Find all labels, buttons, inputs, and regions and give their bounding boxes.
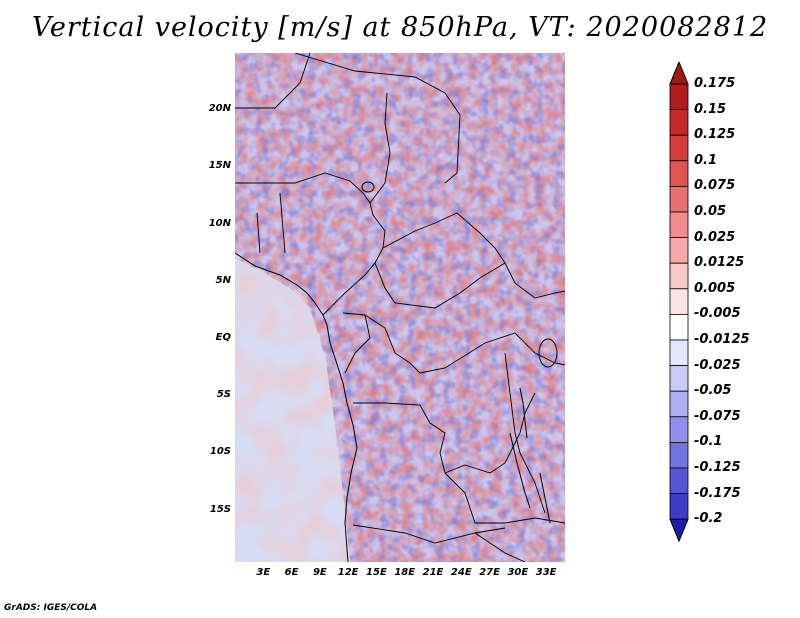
colorbar-label: -0.075 <box>694 408 741 424</box>
lon-label: 18E <box>394 567 416 578</box>
colorbar-label: -0.2 <box>694 511 723 527</box>
colorbar-bottom-arrow <box>669 518 689 543</box>
colorbar-swatch <box>669 441 689 469</box>
colorbar-swatch <box>669 390 689 418</box>
lon-label: 3E <box>256 567 271 578</box>
colorbar-label: -0.0125 <box>694 332 750 347</box>
colorbar-swatch <box>669 109 689 136</box>
colorbar-swatch <box>669 467 689 495</box>
colorbar-swatch <box>669 493 689 520</box>
lon-label: 21E <box>422 567 444 578</box>
lon-label: 30E <box>507 567 529 578</box>
lakes <box>361 181 558 524</box>
colorbar-swatch <box>669 186 689 213</box>
lon-label: 9E <box>312 567 327 578</box>
colorbar-label: 0.0125 <box>694 255 745 271</box>
ocean-field-noise <box>235 258 350 562</box>
colorbar-top-arrow <box>669 62 689 85</box>
colorbar-label: 0.125 <box>694 127 736 143</box>
vertical-velocity-map[interactable] <box>235 53 565 562</box>
country-borders <box>235 53 565 562</box>
colorbar-swatch <box>669 160 689 187</box>
colorbar-swatch <box>669 134 689 162</box>
colorbar-label: 0.15 <box>694 101 727 117</box>
colorbar-swatch <box>669 288 689 315</box>
lon-label: 24E <box>450 567 472 578</box>
lat-label: EQ <box>215 331 231 343</box>
colorbar-label: -0.005 <box>694 306 741 322</box>
colorbar-swatch <box>669 365 689 392</box>
colorbar-swatch <box>669 313 689 341</box>
lat-label: 10S <box>209 446 231 458</box>
colorbar-swatch <box>669 416 689 443</box>
lat-label: 15N <box>208 160 231 172</box>
colorbar-label: 0.005 <box>694 280 736 296</box>
grads-credit: GrADS: IGES/COLA <box>4 603 98 613</box>
lon-label: 6E <box>284 567 299 578</box>
lat-label: 5N <box>215 274 231 286</box>
lat-label: 15S <box>209 503 231 515</box>
colorbar-label: -0.125 <box>694 460 741 475</box>
lon-label: 15E <box>366 567 387 578</box>
colorbar-swatch <box>669 339 689 367</box>
colorbar-swatch <box>669 83 689 111</box>
lat-label: 10N <box>208 217 231 229</box>
colorbar-swatch <box>669 237 689 264</box>
coastline <box>235 252 358 562</box>
lon-label: 12E <box>337 567 359 578</box>
lat-label: 20N <box>208 103 231 115</box>
colorbar-label: -0.1 <box>694 434 723 450</box>
colorbar-label: 0.175 <box>694 76 736 91</box>
colorbar-label: -0.05 <box>694 383 732 399</box>
colorbar-label: -0.025 <box>694 357 741 373</box>
colorbar <box>669 62 689 543</box>
colorbar-swatch <box>669 211 689 239</box>
colorbar-label: 0.025 <box>694 229 736 245</box>
colorbar-label: 0.05 <box>694 204 727 219</box>
colorbar-label: -0.175 <box>694 485 741 501</box>
plot-title: Vertical velocity [m/s] at 850hPa, VT: 2… <box>31 12 769 43</box>
lon-label: 33E <box>535 567 557 578</box>
lon-label: 27E <box>479 567 500 578</box>
colorbar-label: 0.075 <box>694 178 736 194</box>
lat-label: 5S <box>216 389 231 401</box>
colorbar-swatch <box>669 262 689 290</box>
colorbar-label: 0.1 <box>694 152 718 168</box>
